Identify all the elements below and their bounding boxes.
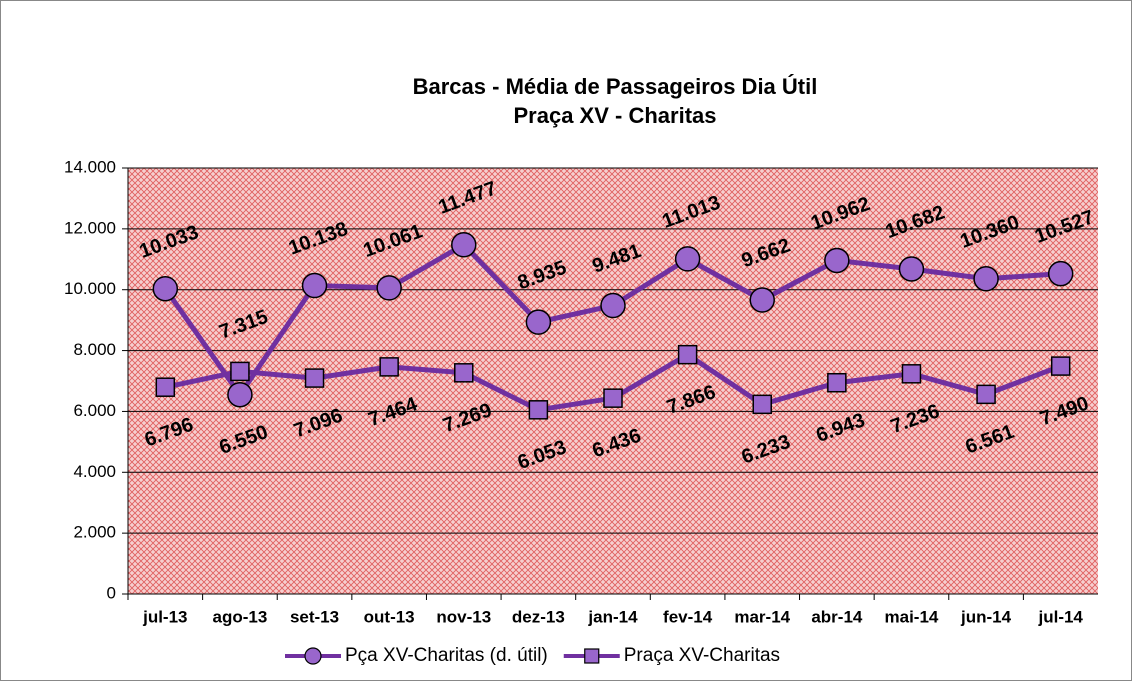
data-point [674,246,701,272]
data-point [376,275,402,301]
x-tick-label: abr-14 [811,607,863,626]
x-tick-label: out-13 [364,607,415,626]
y-tick-label: 4.000 [73,462,116,481]
chart-title: Barcas - Média de Passageiros Dia Útil [413,74,818,99]
data-point [752,394,772,415]
data-point [1047,260,1074,287]
data-point [525,309,552,335]
data-point [603,388,623,408]
legend-label: Pça XV-Charitas (d. útil) [345,645,548,666]
legend-marker [584,648,600,664]
data-point [898,256,925,282]
data-point [454,363,474,383]
y-tick-label: 10.000 [64,279,116,298]
x-tick-label: jun-14 [960,607,1012,626]
x-tick-label: mar-14 [734,607,790,626]
data-point [976,384,996,405]
x-tick-label: jul-14 [1037,607,1083,626]
y-tick-label: 2.000 [73,523,116,542]
x-tick-label: jul-13 [142,607,187,626]
data-point [677,344,698,365]
data-point [1050,356,1071,376]
y-tick-label: 14.000 [64,157,116,176]
legend-marker [304,647,322,665]
x-tick-label: nov-13 [436,607,491,626]
data-point [901,364,922,384]
x-tick-label: set-13 [290,607,339,626]
y-tick-label: 8.000 [73,340,116,359]
data-point [973,266,999,292]
data-point [528,400,549,420]
chart-subtitle: Praça XV - Charitas [514,103,717,128]
data-point [304,368,325,388]
data-point [379,357,399,377]
data-point [827,372,847,393]
data-point [230,361,250,382]
data-point [227,381,253,408]
plot-area [128,168,1098,594]
data-point [451,232,477,258]
y-tick-label: 6.000 [73,401,116,420]
y-tick-label: 12.000 [64,218,116,237]
y-tick-label: 0 [107,583,116,602]
data-point [155,377,176,397]
data-point [152,275,179,302]
data-point [824,247,850,274]
data-point [749,287,775,313]
x-tick-label: jan-14 [587,607,638,626]
data-point [600,292,626,319]
x-tick-label: fev-14 [663,607,713,626]
x-tick-label: mai-14 [885,607,939,626]
x-tick-label: ago-13 [213,607,268,626]
data-point [301,272,328,299]
x-tick-label: dez-13 [512,607,565,626]
legend-label: Praça XV-Charitas [624,645,780,666]
